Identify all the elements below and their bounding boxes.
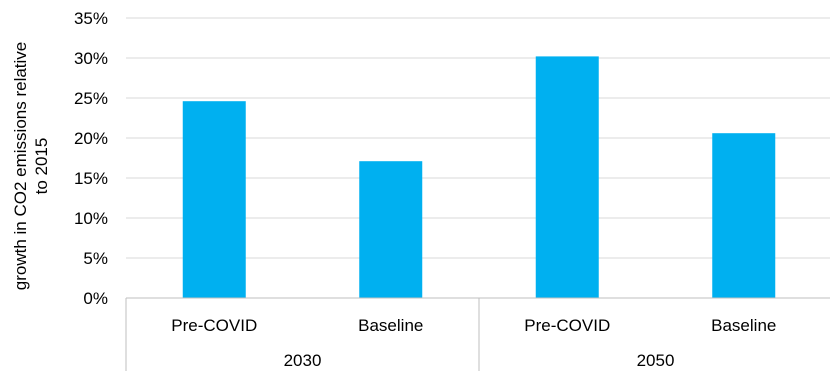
y-axis-title-line: growth in CO2 emissions relative <box>11 42 30 290</box>
bar <box>535 56 599 299</box>
y-tick-label: 35% <box>74 9 108 28</box>
x-axis-tick-labels: Pre-COVID Baseline Pre-COVID Baseline 2030 20… <box>171 316 776 370</box>
bar <box>712 133 776 298</box>
y-tick-label: 30% <box>74 49 108 68</box>
x-category-label: Baseline <box>358 316 423 335</box>
y-axis-tick-labels: 0% 5% 10% 15% 20% 25% 30% 35% <box>74 9 108 308</box>
x-category-label: Baseline <box>711 316 776 335</box>
bar <box>359 161 423 298</box>
bar <box>182 101 246 298</box>
x-group-label: 2030 <box>284 351 322 370</box>
category-axis <box>125 297 830 371</box>
y-tick-label: 5% <box>83 249 108 268</box>
y-tick-label: 25% <box>74 89 108 108</box>
y-axis-title-line: to 2015 <box>32 138 51 195</box>
y-tick-label: 10% <box>74 209 108 228</box>
x-category-label: Pre-COVID <box>171 316 257 335</box>
y-axis-title: growth in CO2 emissions relative to 2015 <box>11 42 51 290</box>
bars <box>182 56 776 299</box>
x-group-label: 2050 <box>637 351 675 370</box>
x-category-label: Pre-COVID <box>524 316 610 335</box>
y-tick-label: 0% <box>83 289 108 308</box>
y-tick-label: 15% <box>74 169 108 188</box>
y-tick-label: 20% <box>74 129 108 148</box>
